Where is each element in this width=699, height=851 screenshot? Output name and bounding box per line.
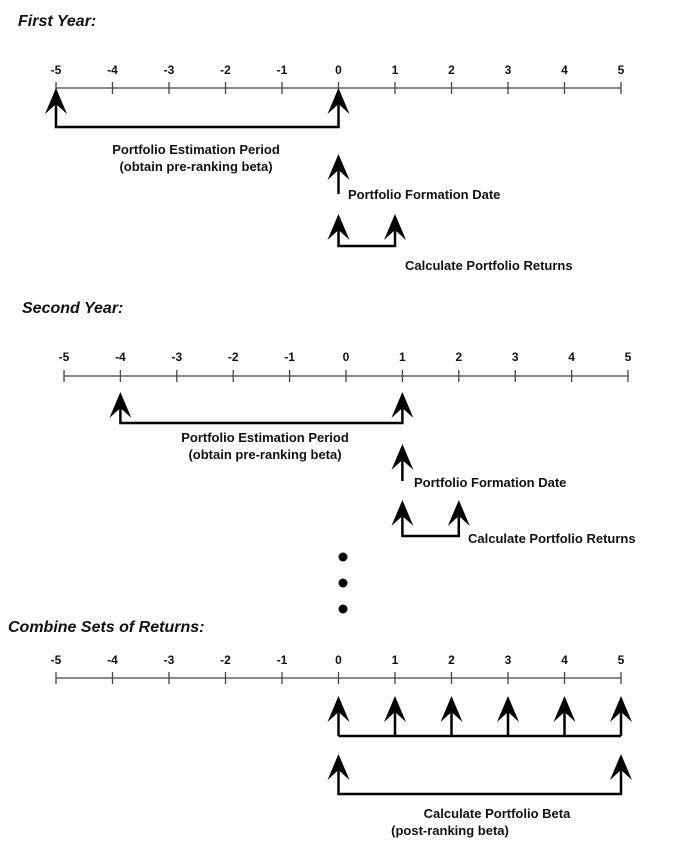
tick-label: 4 [568, 350, 575, 364]
first-year-estimation-bracket [45, 88, 350, 129]
bracket-start-arrow [327, 214, 350, 240]
tick-label: 3 [505, 653, 512, 667]
tick-label: 4 [561, 63, 568, 77]
second-year-estimation-label: Portfolio Estimation Period [181, 430, 349, 445]
tick-label: -4 [107, 63, 118, 77]
tick-label: 5 [618, 653, 625, 667]
tick-label: 0 [343, 350, 350, 364]
combine-beta-label: Calculate Portfolio Beta [424, 806, 571, 821]
ellipsis-dots [338, 552, 348, 614]
second-year-returns-bracket [391, 500, 470, 538]
combine-axis: -5 -4 -3 -2 -1 0 1 2 3 4 5 [51, 653, 625, 684]
tick-label: 3 [505, 63, 512, 77]
combine-section: Combine Sets of Returns: -5 -4 -3 -2 -1 0 1 2 3 4… [8, 619, 632, 838]
bracket-line [54, 100, 340, 129]
combine-beta-sublabel: (post-ranking beta) [391, 823, 509, 838]
tick-label: -1 [277, 63, 288, 77]
first-year-formation-arrow [327, 154, 350, 194]
bracket-end-arrow [610, 754, 632, 780]
bracket-end-arrow [447, 500, 470, 526]
tick-label: 4 [561, 653, 568, 667]
first-year-axis: -5 -4 -3 -2 -1 0 1 2 3 4 5 [51, 63, 625, 94]
bracket-end-arrow [384, 214, 406, 240]
first-year-returns-label: Calculate Portfolio Returns [405, 258, 573, 273]
bracket-start-arrow [391, 500, 414, 526]
tick-label: 3 [512, 350, 519, 364]
second-year-estimation-bracket [109, 392, 414, 425]
second-year-formation-arrow [391, 444, 414, 481]
first-year-formation-label: Portfolio Formation Date [348, 187, 500, 202]
bracket-start-arrow [109, 392, 132, 418]
bracket-start-arrow [327, 754, 350, 780]
tick-label: 0 [335, 63, 342, 77]
bracket-line [119, 404, 404, 425]
tick-label: -2 [228, 350, 239, 364]
tick-label: -1 [277, 653, 288, 667]
tick-label: -2 [220, 653, 231, 667]
tick-label: -3 [164, 653, 175, 667]
first-year-returns-bracket [327, 214, 406, 248]
tick-label: -4 [107, 653, 118, 667]
tick-label: 5 [618, 63, 625, 77]
formation-arrow-head [327, 154, 350, 180]
second-year-title: Second Year: [22, 300, 123, 317]
ellipsis-dot [338, 552, 348, 562]
first-year-title: First Year: [18, 13, 96, 30]
second-year-section: Second Year: -5 -4 -3 -2 -1 0 1 2 3 4 5 Portfolio … [22, 300, 636, 546]
return-mark-arrow [610, 696, 632, 722]
tick-label: 1 [392, 653, 399, 667]
tick-label: -5 [51, 63, 62, 77]
tick-label: 1 [399, 350, 406, 364]
tick-label: -5 [59, 350, 70, 364]
return-mark-arrow [440, 696, 463, 722]
second-year-formation-label: Portfolio Formation Date [414, 475, 566, 490]
return-mark-arrow [384, 696, 406, 722]
tick-label: -5 [51, 653, 62, 667]
tick-label: -3 [164, 63, 175, 77]
bracket-end-arrow [327, 88, 350, 114]
bracket-line [337, 226, 397, 248]
tick-label: 5 [625, 350, 632, 364]
first-year-estimation-sublabel: (obtain pre-ranking beta) [119, 159, 272, 174]
formation-arrow-head [391, 444, 414, 470]
combine-beta-bracket [327, 754, 632, 796]
return-mark-arrow [497, 696, 519, 722]
tick-label: -4 [115, 350, 126, 364]
combine-title: Combine Sets of Returns: [8, 619, 204, 636]
return-mark-arrow [553, 696, 576, 722]
bracket-line [401, 512, 461, 538]
bracket-start-arrow [45, 88, 67, 114]
tick-label: 0 [335, 653, 342, 667]
bracket-end-arrow [391, 392, 414, 418]
tick-label: -3 [171, 350, 182, 364]
tick-label: 2 [448, 63, 455, 77]
second-year-axis: -5 -4 -3 -2 -1 0 1 2 3 4 5 [59, 350, 632, 382]
second-year-returns-label: Calculate Portfolio Returns [468, 531, 636, 546]
tick-label: -1 [284, 350, 295, 364]
second-year-estimation-sublabel: (obtain pre-ranking beta) [188, 447, 341, 462]
tick-label: 2 [448, 653, 455, 667]
first-year-estimation-label: Portfolio Estimation Period [112, 142, 280, 157]
tick-label: 2 [455, 350, 462, 364]
ellipsis-dot [338, 578, 348, 588]
bracket-line [337, 766, 623, 796]
return-mark-arrow [327, 696, 350, 722]
combine-return-marks [327, 696, 632, 738]
ellipsis-dot [338, 604, 348, 614]
tick-label: -2 [220, 63, 231, 77]
first-year-section: First Year: -5 -4 -3 -2 -1 0 1 2 3 4 5 Portfolio E… [18, 13, 625, 273]
tick-label: 1 [392, 63, 399, 77]
